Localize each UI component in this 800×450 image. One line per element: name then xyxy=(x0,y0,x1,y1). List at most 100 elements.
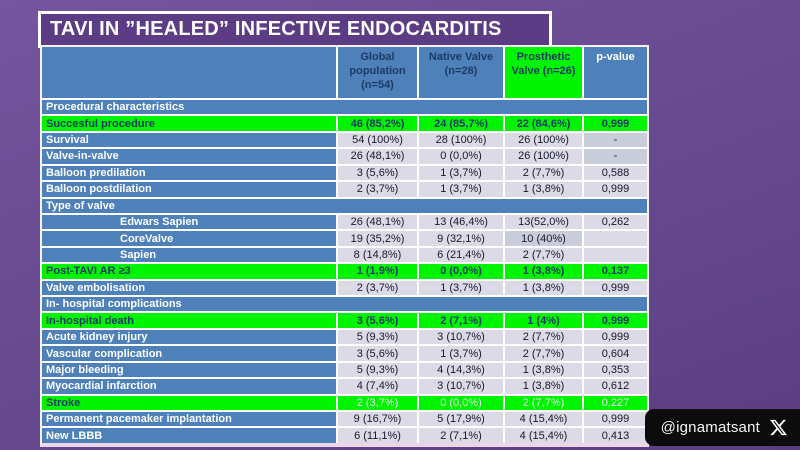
row-label: Survival xyxy=(42,132,336,148)
value-cell: 3 (5,6%) xyxy=(338,313,417,328)
watermark-box: @ignamatsant xyxy=(644,409,800,446)
value-cell: 1 (4%) xyxy=(505,313,582,328)
value-cell: 4 (15,4%) xyxy=(505,412,582,427)
value-cell: 1 (3,8%) xyxy=(505,182,582,197)
row-label: Vascular complication xyxy=(42,346,336,361)
value-cell: 2 (3,7%) xyxy=(338,280,417,296)
row-label: Edwars Sapien xyxy=(42,214,336,230)
value-cell: 0,227 xyxy=(584,395,647,411)
value-cell: 1 (3,7%) xyxy=(419,165,503,181)
value-cell: 5 (9,3%) xyxy=(338,329,417,345)
value-cell: 4 (14,3%) xyxy=(419,362,503,378)
row-label: Valve-in-valve xyxy=(42,149,336,164)
value-cell: 8 (14,8%) xyxy=(338,247,417,263)
value-cell: 0,137 xyxy=(584,264,647,279)
value-cell: 1 (3,8%) xyxy=(505,362,582,378)
value-cell: 10 (40%) xyxy=(505,231,582,246)
header-cell-global-population: Global population (n=54) xyxy=(338,47,417,98)
value-cell: 26 (48,1%) xyxy=(338,214,417,230)
value-cell: 24 (85,7%) xyxy=(419,116,503,131)
value-cell: 9 (16,7%) xyxy=(338,412,417,427)
value-cell: - xyxy=(584,132,647,148)
value-cell: 0,999 xyxy=(584,412,647,427)
value-cell: 0,413 xyxy=(584,428,647,443)
header-cell-prosthetic-valve: Prosthetic Valve (n=26) xyxy=(505,47,582,98)
value-cell: 0,262 xyxy=(584,214,647,230)
header-cell-p-value: p-value xyxy=(584,47,647,98)
table-grid: Global population (n=54) Native Valve (n… xyxy=(42,47,647,443)
value-cell: 9 (32,1%) xyxy=(419,231,503,246)
results-table: Global population (n=54) Native Valve (n… xyxy=(40,45,649,447)
value-cell: 1 (3,7%) xyxy=(419,280,503,296)
value-cell: 0,999 xyxy=(584,280,647,296)
value-cell: 2 (7,7%) xyxy=(505,395,582,411)
header-cell-corner xyxy=(42,47,336,98)
header-cell-native-valve: Native Valve (n=28) xyxy=(419,47,503,98)
value-cell: 0 (0,0%) xyxy=(419,395,503,411)
value-cell: 0,353 xyxy=(584,362,647,378)
value-cell: 4 (15,4%) xyxy=(505,428,582,443)
row-label: Major bleeding xyxy=(42,362,336,378)
value-cell: 19 (35,2%) xyxy=(338,231,417,246)
row-label: Myocardial infarction xyxy=(42,379,336,394)
slide-title: TAVI IN ”HEALED” INFECTIVE ENDOCARDITIS xyxy=(50,18,502,40)
value-cell: 0 (0,0%) xyxy=(419,264,503,279)
value-cell: 2 (7,7%) xyxy=(505,346,582,361)
value-cell: 26 (100%) xyxy=(505,132,582,148)
value-cell: 3 (5,6%) xyxy=(338,165,417,181)
row-label: Stroke xyxy=(42,395,336,411)
value-cell: 2 (3,7%) xyxy=(338,395,417,411)
row-label: CoreValve xyxy=(42,231,336,246)
row-label: In-hospital death xyxy=(42,313,336,328)
value-cell: 28 (100%) xyxy=(419,132,503,148)
value-cell: 1 (3,7%) xyxy=(419,346,503,361)
value-cell: 1 (1,9%) xyxy=(338,264,417,279)
value-cell: 2 (7,1%) xyxy=(419,313,503,328)
value-cell: 2 (7,7%) xyxy=(505,329,582,345)
value-cell: - xyxy=(584,149,647,164)
value-cell: 3 (5,6%) xyxy=(338,346,417,361)
value-cell: 4 (7,4%) xyxy=(338,379,417,394)
section-row: Type of valve xyxy=(42,198,647,213)
value-cell: 2 (7,7%) xyxy=(505,165,582,181)
section-row: Procedural characteristics xyxy=(42,100,647,115)
row-label: Balloon postdilation xyxy=(42,182,336,197)
value-cell: 2 (7,7%) xyxy=(505,247,582,263)
value-cell: 0,999 xyxy=(584,329,647,345)
value-cell: 54 (100%) xyxy=(338,132,417,148)
value-cell: 13(52,0%) xyxy=(505,214,582,230)
value-cell xyxy=(584,247,647,263)
section-row: In- hospital complications xyxy=(42,297,647,312)
value-cell: 3 (10,7%) xyxy=(419,329,503,345)
row-label: Balloon predilation xyxy=(42,165,336,181)
value-cell: 26 (100%) xyxy=(505,149,582,164)
value-cell: 0,612 xyxy=(584,379,647,394)
value-cell: 5 (17,9%) xyxy=(419,412,503,427)
value-cell: 0 (0,0%) xyxy=(419,149,503,164)
row-label: Succesful procedure xyxy=(42,116,336,131)
x-logo-icon xyxy=(770,419,787,436)
value-cell: 1 (3,8%) xyxy=(505,280,582,296)
value-cell: 1 (3,8%) xyxy=(505,264,582,279)
value-cell: 2 (3,7%) xyxy=(338,182,417,197)
value-cell: 26 (48,1%) xyxy=(338,149,417,164)
value-cell: 0,999 xyxy=(584,182,647,197)
twitter-handle: @ignamatsant xyxy=(660,419,760,436)
value-cell: 1 (3,7%) xyxy=(419,182,503,197)
value-cell: 0,604 xyxy=(584,346,647,361)
row-label: New LBBB xyxy=(42,428,336,443)
row-label: Post-TAVI AR ≥3 xyxy=(42,264,336,279)
value-cell: 6 (11,1%) xyxy=(338,428,417,443)
value-cell: 22 (84,6%) xyxy=(505,116,582,131)
value-cell: 0,588 xyxy=(584,165,647,181)
value-cell: 5 (9,3%) xyxy=(338,362,417,378)
value-cell: 13 (46,4%) xyxy=(419,214,503,230)
value-cell xyxy=(584,231,647,246)
value-cell: 0,999 xyxy=(584,313,647,328)
row-label: Permanent pacemaker implantation xyxy=(42,412,336,427)
value-cell: 1 (3,8%) xyxy=(505,379,582,394)
value-cell: 6 (21,4%) xyxy=(419,247,503,263)
value-cell: 0,999 xyxy=(584,116,647,131)
row-label: Valve embolisation xyxy=(42,280,336,296)
